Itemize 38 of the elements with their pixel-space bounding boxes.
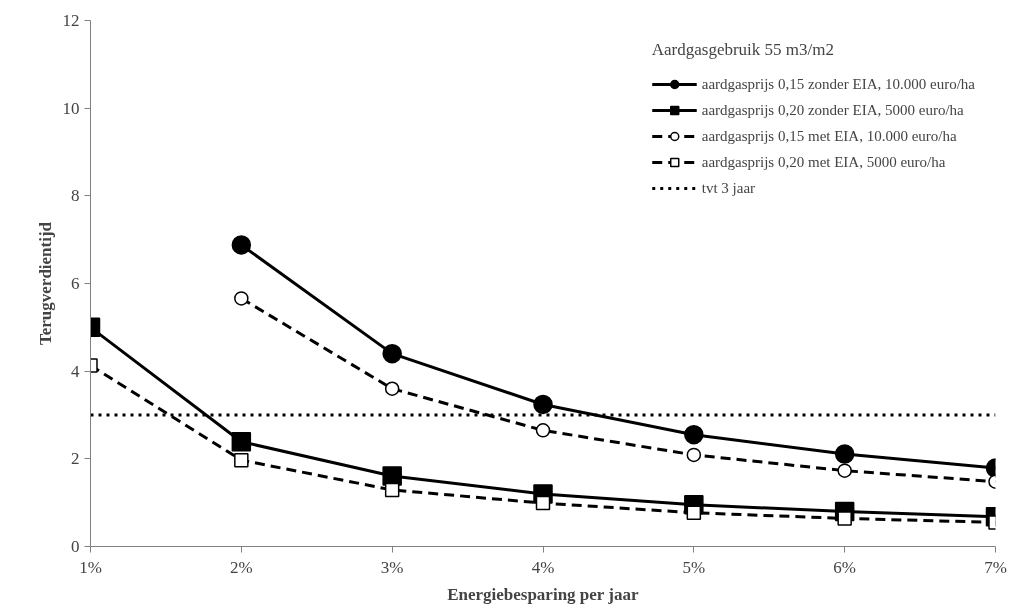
- point: [384, 482, 400, 498]
- y-tick-label: 0: [71, 537, 80, 556]
- point: [234, 291, 249, 306]
- point: [231, 235, 252, 255]
- y-tick-label: 8: [71, 186, 80, 206]
- point: [535, 423, 551, 438]
- legend-label: aardgasprijs 0,15 zonder EIA, 10.000 euro/ha: [701, 75, 975, 93]
- point: [231, 431, 252, 452]
- point: [837, 463, 852, 478]
- legend-title: Aardgasgebruik 55 m3/m2: [651, 40, 835, 60]
- point: [686, 447, 702, 463]
- point: [684, 424, 704, 445]
- x-tick-label: 4%: [531, 557, 555, 577]
- legend-label: tvt 3 jaar: [701, 179, 756, 197]
- y-tick-label: 4: [71, 361, 80, 381]
- x-tick-label: 3%: [380, 557, 404, 577]
- point: [382, 343, 402, 364]
- point: [234, 452, 249, 468]
- legend-label: aardgasprijs 0,15 met EIA, 10.000 euro/ha: [701, 127, 957, 145]
- point: [834, 444, 855, 464]
- legend-label: aardgasprijs 0,20 zonder EIA, 5000 euro/ha: [701, 101, 964, 119]
- x-tick-label: 7%: [984, 557, 1007, 577]
- point: [382, 466, 402, 486]
- y-tick-label: 6: [71, 274, 80, 293]
- x-tick-label: 6%: [833, 557, 857, 577]
- y-tick-label: 10: [62, 98, 80, 118]
- legend-label: aardgasprijs 0,20 met EIA, 5000 euro/ha: [701, 153, 946, 171]
- y-axis-title: Terugverdientijd: [35, 221, 55, 346]
- point: [533, 394, 553, 415]
- x-tick-label: 5%: [682, 557, 706, 577]
- point: [686, 505, 702, 520]
- x-tick-label: 1%: [79, 557, 102, 577]
- point: [384, 381, 400, 396]
- x-axis-title: Energiebesparing per jaar: [447, 584, 639, 604]
- x-tick-label: 2%: [230, 557, 253, 577]
- y-tick-label: 2: [71, 449, 80, 469]
- y-tick-label: 12: [62, 11, 80, 30]
- point: [535, 495, 551, 511]
